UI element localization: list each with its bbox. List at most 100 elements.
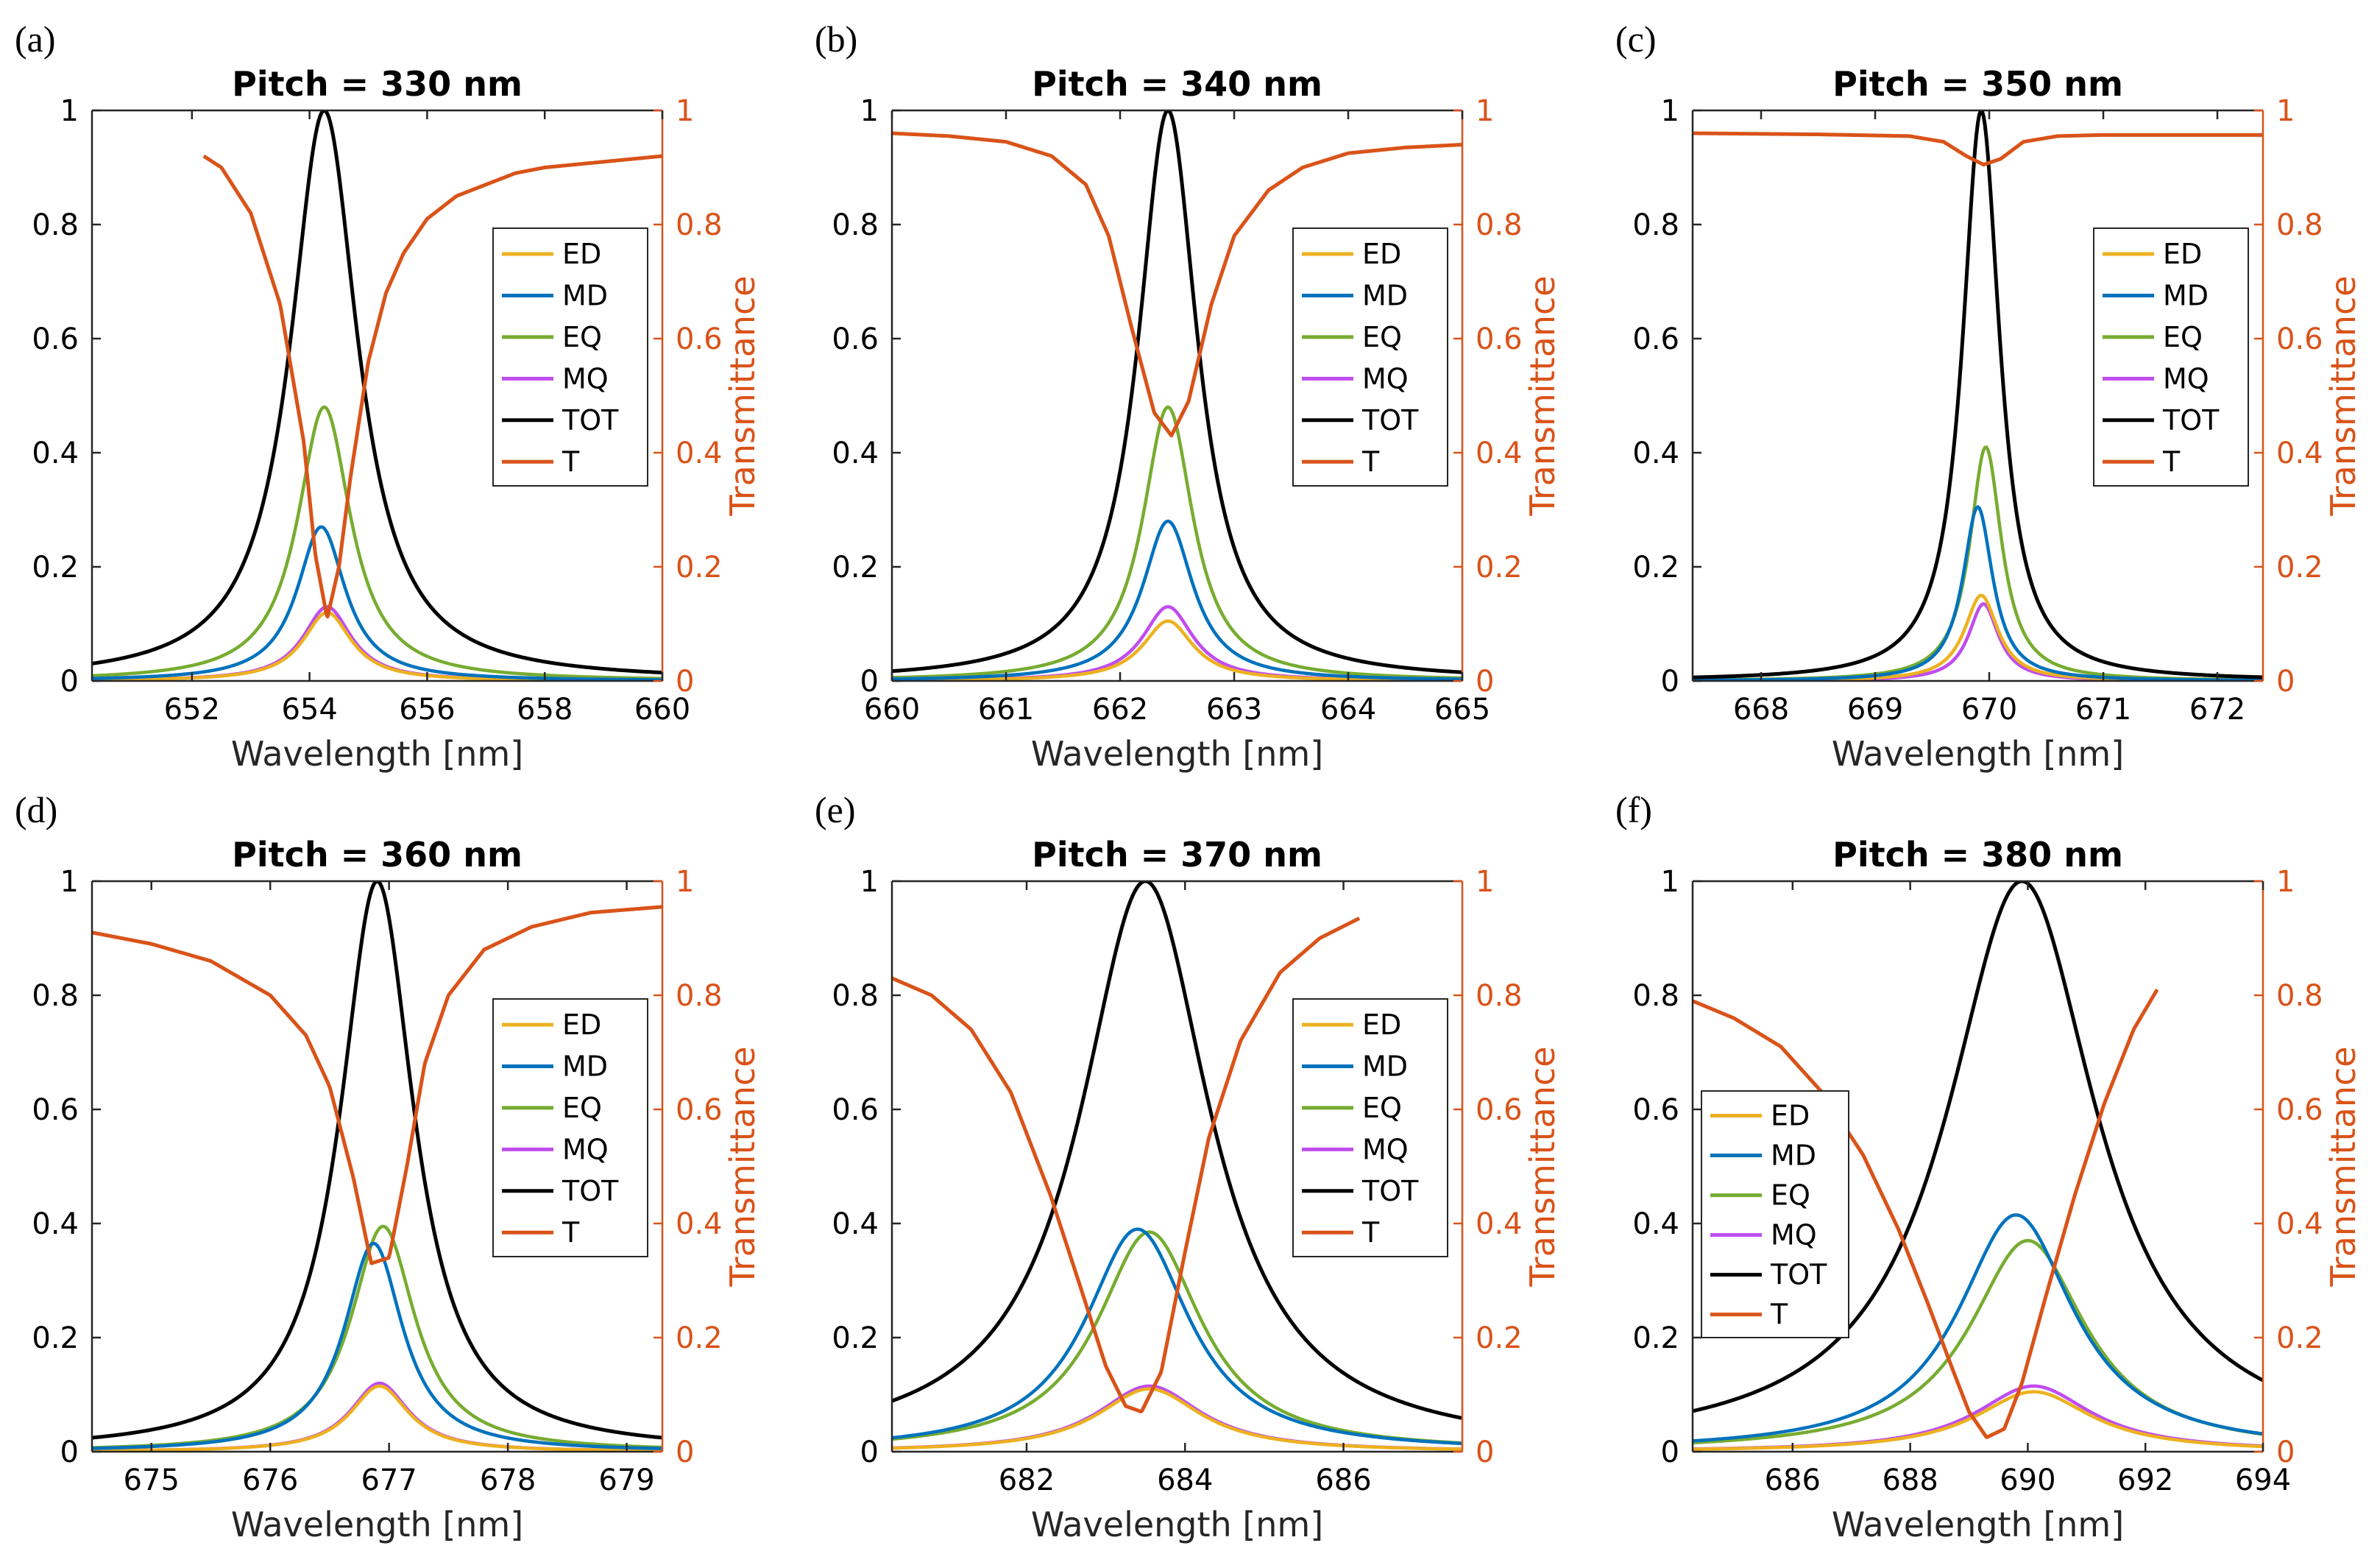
right-tick-label: 1 <box>1476 94 1494 128</box>
right-axis-label: Transmittance <box>2323 1046 2363 1287</box>
legend-box <box>1292 998 1448 1257</box>
legend-label-eq: EQ <box>2163 321 2203 353</box>
panel-title: Pitch = 350 nm <box>1832 64 2123 104</box>
x-axis-label: Wavelength [nm] <box>1031 1505 1323 1544</box>
series-line-ed <box>892 619 1462 681</box>
left-tick-label: 1 <box>60 865 79 899</box>
x-tick-label: 688 <box>1882 1463 1938 1497</box>
panel-label: (f) <box>1615 789 1652 830</box>
series-line-eq <box>92 405 662 680</box>
x-tick-label: 658 <box>517 693 573 727</box>
right-tick-label: 0.2 <box>1476 1321 1523 1355</box>
legend-label-ed: ED <box>562 1009 601 1041</box>
left-tick-label: 0 <box>1661 665 1679 699</box>
panel-d: (d) Pitch = 360 nm 0 0.2 0.4 0.6 0.8 1 0 0.2 0.4 0.… <box>15 789 762 1544</box>
x-tick-label: 682 <box>999 1463 1055 1497</box>
legend-label-ed: ED <box>1362 238 1401 270</box>
series-line-eq <box>892 1230 1462 1445</box>
series-line-mq <box>892 605 1462 681</box>
left-tick-label: 0.8 <box>832 208 879 242</box>
legend-box <box>1701 1090 1849 1338</box>
left-tick-label: 0.8 <box>1632 208 1679 242</box>
panel-label: (e) <box>815 789 856 830</box>
series-line-eq <box>892 405 1462 680</box>
panel-title: Pitch = 340 nm <box>1032 64 1322 104</box>
series-line-tot <box>892 881 1462 1420</box>
legend-label-t: T <box>1770 1299 1788 1331</box>
right-axis-label: Transmittance <box>2323 275 2363 516</box>
series-line-mq <box>92 1381 662 1452</box>
left-tick-label: 0.4 <box>832 437 879 470</box>
right-tick-label: 0.6 <box>2276 1093 2323 1127</box>
left-tick-label: 1 <box>60 94 79 128</box>
x-tick-label: 669 <box>1847 693 1903 727</box>
left-tick-label: 0.6 <box>832 1093 879 1127</box>
left-tick-label: 1 <box>1661 94 1679 128</box>
series-line-transmittance <box>1693 988 2159 1439</box>
legend-label-eq: EQ <box>1771 1179 1810 1212</box>
right-tick-label: 0.8 <box>2276 979 2323 1013</box>
left-tick-label: 0.4 <box>1632 1207 1679 1241</box>
series-line-ed <box>892 1387 1462 1451</box>
panel-label: (a) <box>15 18 56 60</box>
left-tick-label: 0 <box>60 665 79 699</box>
series-line-transmittance <box>1693 131 2263 167</box>
curves <box>1693 881 2263 1451</box>
right-tick-label: 0.4 <box>2276 437 2323 470</box>
left-tick-label: 0 <box>60 1435 79 1469</box>
legend-label-mq: MQ <box>1362 1133 1409 1165</box>
legend-label-tot: TOT <box>562 404 619 437</box>
right-axis-label: Transmittance <box>723 1046 762 1287</box>
right-tick-label: 0.4 <box>2276 1207 2323 1241</box>
panel-title: Pitch = 370 nm <box>1032 835 1322 875</box>
right-tick-label: 0 <box>1476 665 1494 699</box>
panel-b: (b) Pitch = 340 nm 0 0.2 0.4 0.6 0.8 1 0 0.2 0.4 0.… <box>815 18 1562 774</box>
left-tick-label: 0.2 <box>1632 1321 1679 1355</box>
legend: ED MD EQ MQ TOT T <box>2093 227 2249 487</box>
legend: ED MD EQ MQ TOT T <box>492 998 648 1257</box>
right-tick-label: 0.2 <box>1476 551 1523 585</box>
legend-label-t: T <box>562 445 580 478</box>
right-tick-label: 1 <box>2276 94 2295 128</box>
legend: ED MD EQ MQ TOT T <box>1701 1090 1849 1338</box>
series-line-md <box>892 519 1462 681</box>
legend-label-tot: TOT <box>1361 404 1419 437</box>
x-tick-label: 662 <box>1092 693 1148 727</box>
series-line-md <box>92 1241 662 1450</box>
right-tick-label: 0.8 <box>676 979 723 1013</box>
legend-label-md: MD <box>2163 279 2209 311</box>
series-line-eq <box>92 1224 662 1449</box>
series-line-tot <box>1693 881 2263 1413</box>
series-line-md <box>92 525 662 681</box>
left-tick-label: 0.2 <box>32 1321 79 1355</box>
x-tick-label: 686 <box>1315 1463 1371 1497</box>
left-tick-label: 0.6 <box>1632 322 1679 356</box>
right-axis-label: Transmittance <box>723 275 762 516</box>
legend-box <box>492 227 648 487</box>
left-tick-label: 0.8 <box>1632 979 1679 1013</box>
x-tick-label: 690 <box>2000 1463 2055 1497</box>
curves <box>892 110 1462 681</box>
x-tick-label: 676 <box>242 1463 298 1497</box>
legend-label-md: MD <box>562 279 608 311</box>
legend-label-ed: ED <box>2163 238 2202 270</box>
legend-label-eq: EQ <box>1362 321 1402 353</box>
x-tick-label: 660 <box>634 693 690 727</box>
left-tick-label: 0 <box>860 1435 879 1469</box>
legend: ED MD EQ MQ TOT T <box>1292 227 1448 487</box>
legend-box <box>2093 227 2249 487</box>
left-tick-label: 1 <box>860 94 879 128</box>
x-tick-label: 686 <box>1765 1463 1821 1497</box>
left-tick-label: 0.8 <box>32 208 79 242</box>
left-tick-label: 0.8 <box>832 979 879 1013</box>
left-tick-label: 0.2 <box>32 551 79 585</box>
left-tick-label: 0.6 <box>832 322 879 356</box>
right-tick-label: 1 <box>2276 865 2295 899</box>
x-tick-label: 672 <box>2189 693 2245 727</box>
legend-label-eq: EQ <box>1362 1092 1402 1124</box>
right-tick-label: 0.8 <box>1476 979 1523 1013</box>
legend-label-tot: TOT <box>2162 404 2220 437</box>
curves <box>1693 110 2263 681</box>
legend-label-mq: MQ <box>2163 362 2209 395</box>
